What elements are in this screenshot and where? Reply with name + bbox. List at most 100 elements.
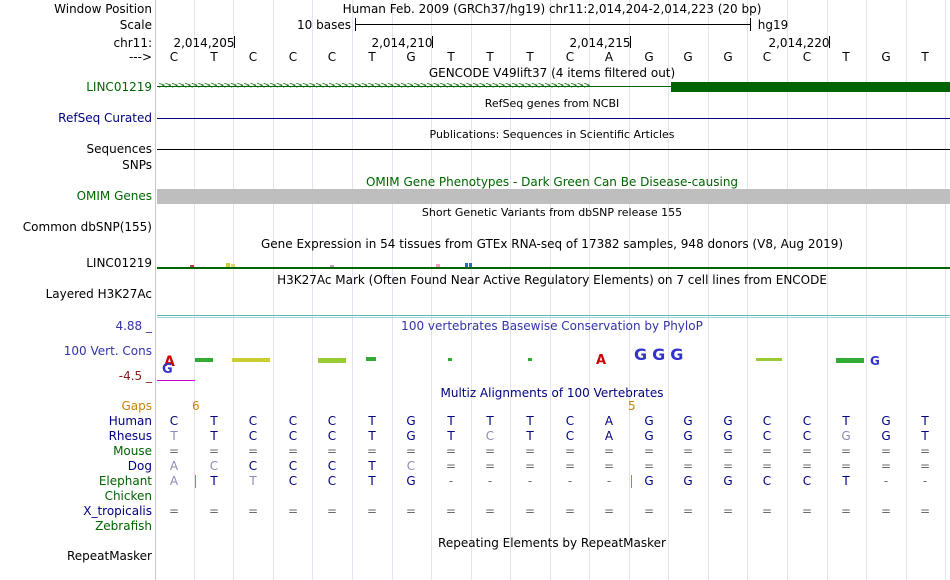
rhesus-base: C [762,429,772,443]
logo-letter [195,358,213,362]
dog-base: T [368,459,376,473]
track-label-refseq[interactable]: RefSeq Curated [58,111,152,125]
grid-line [273,0,274,580]
track-label-snps[interactable]: SNPs [122,158,152,172]
human-base: T [526,414,534,428]
human-base: T [368,414,376,428]
species-label-rhesus[interactable]: Rhesus [108,429,152,443]
grid-line [629,0,630,580]
grid-line [747,0,748,580]
dog-base: = [880,459,892,473]
track-label-gtex-gene[interactable]: LINC01219 [86,256,152,270]
mouse-base: = [564,444,576,458]
gap-count-right: 5 [628,399,636,413]
mouse-base: = [524,444,536,458]
elephant-base: G [406,474,416,488]
rhesus-base: T [921,429,929,443]
h3k27ac-line [157,317,950,318]
gtex-title: Gene Expression in 54 tissues from GTEx … [260,237,844,251]
species-label-elephant[interactable]: Elephant [98,474,152,488]
species-label-dog[interactable]: Dog [127,459,152,473]
dog-base: = [564,459,576,473]
elephant-base: C [288,474,298,488]
x-tropicalis-base: = [405,504,417,518]
x-tropicalis-base: = [801,504,813,518]
elephant-base: T [368,474,376,488]
human-base: C [762,414,772,428]
mouse-base: = [801,444,813,458]
species-label-human[interactable]: Human [108,414,152,428]
track-label-linc01219[interactable]: LINC01219 [86,80,152,94]
elephant-base: - [567,474,573,488]
reference-base: T [842,50,850,64]
species-label-x-tropicalis[interactable]: X_tropicalis [83,504,152,518]
rhesus-base: T [447,429,455,443]
species-label-chicken[interactable]: Chicken [104,489,152,503]
x-tropicalis-base: = [840,504,852,518]
dog-base: = [919,459,931,473]
rhesus-base: C [288,429,298,443]
elephant-base: - [606,474,612,488]
dog-base: C [327,459,337,473]
track-label-common-dbsnp[interactable]: Common dbSNP(155) [22,220,152,234]
dog-base: = [722,459,734,473]
logo-letter [756,358,782,361]
omim-feature[interactable] [157,189,950,204]
gap-marker [195,475,196,488]
gtex-bar [465,263,468,267]
human-base: G [406,414,416,428]
label-window-position: Window Position [54,2,152,16]
grid-line [471,0,472,580]
species-label-zebrafish[interactable]: Zebrafish [95,519,152,533]
reference-base: C [169,50,179,64]
reference-base: T [486,50,494,64]
grid-line [827,0,828,580]
reference-base: T [210,50,218,64]
grid-line [431,0,432,580]
mouse-base: = [168,444,180,458]
reference-base: G [683,50,693,64]
gene-intron-line [157,86,671,87]
mouse-base: = [840,444,852,458]
elephant-base: T [210,474,218,488]
rhesus-base: C [802,429,812,443]
rhesus-base: C [565,429,575,443]
mouse-base: = [722,444,734,458]
track-label-sequences[interactable]: Sequences [86,142,152,156]
species-label-mouse[interactable]: Mouse [113,444,152,458]
reference-base: C [762,50,772,64]
reference-base: C [327,50,337,64]
label-chrom: chr11: [113,36,152,50]
elephant-base: - [922,474,928,488]
track-label-h3k27ac[interactable]: Layered H3K27Ac [45,287,152,301]
gene-exon[interactable] [671,82,950,92]
dog-base: = [445,459,457,473]
human-base: T [210,414,218,428]
dog-base: = [484,459,496,473]
logo-letter [448,358,452,361]
track-label-omim[interactable]: OMIM Genes [76,189,152,203]
label-divider [155,0,156,580]
publications-line [157,149,950,150]
logo-letter: G [870,354,880,368]
mouse-base: = [247,444,259,458]
rhesus-base: T [170,429,178,443]
human-base: G [644,414,654,428]
strand-arrows: >>>>>>>>>>>>>>>>>>>>>>>>>>>>>>>>>>>>>>>>… [158,81,591,91]
human-base: C [327,414,337,428]
track-label-conservation[interactable]: 100 Vert. Cons [63,344,152,358]
x-tropicalis-base: = [761,504,773,518]
grid-line [352,0,353,580]
elephant-base: - [883,474,889,488]
gap-marker [631,475,632,488]
repeatmasker-title: Repeating Elements by RepeatMasker [438,536,666,550]
scale-bar-right [750,18,751,31]
multiz-title: Multiz Alignments of 100 Vertebrates [440,386,664,400]
elephant-base: C [327,474,337,488]
x-tropicalis-base: = [880,504,892,518]
assembly-label: hg19 [757,18,789,32]
rhesus-base: G [683,429,693,443]
track-label-repeatmasker[interactable]: RepeatMasker [66,549,152,563]
x-tropicalis-base: = [168,504,180,518]
elephant-base: T [842,474,850,488]
